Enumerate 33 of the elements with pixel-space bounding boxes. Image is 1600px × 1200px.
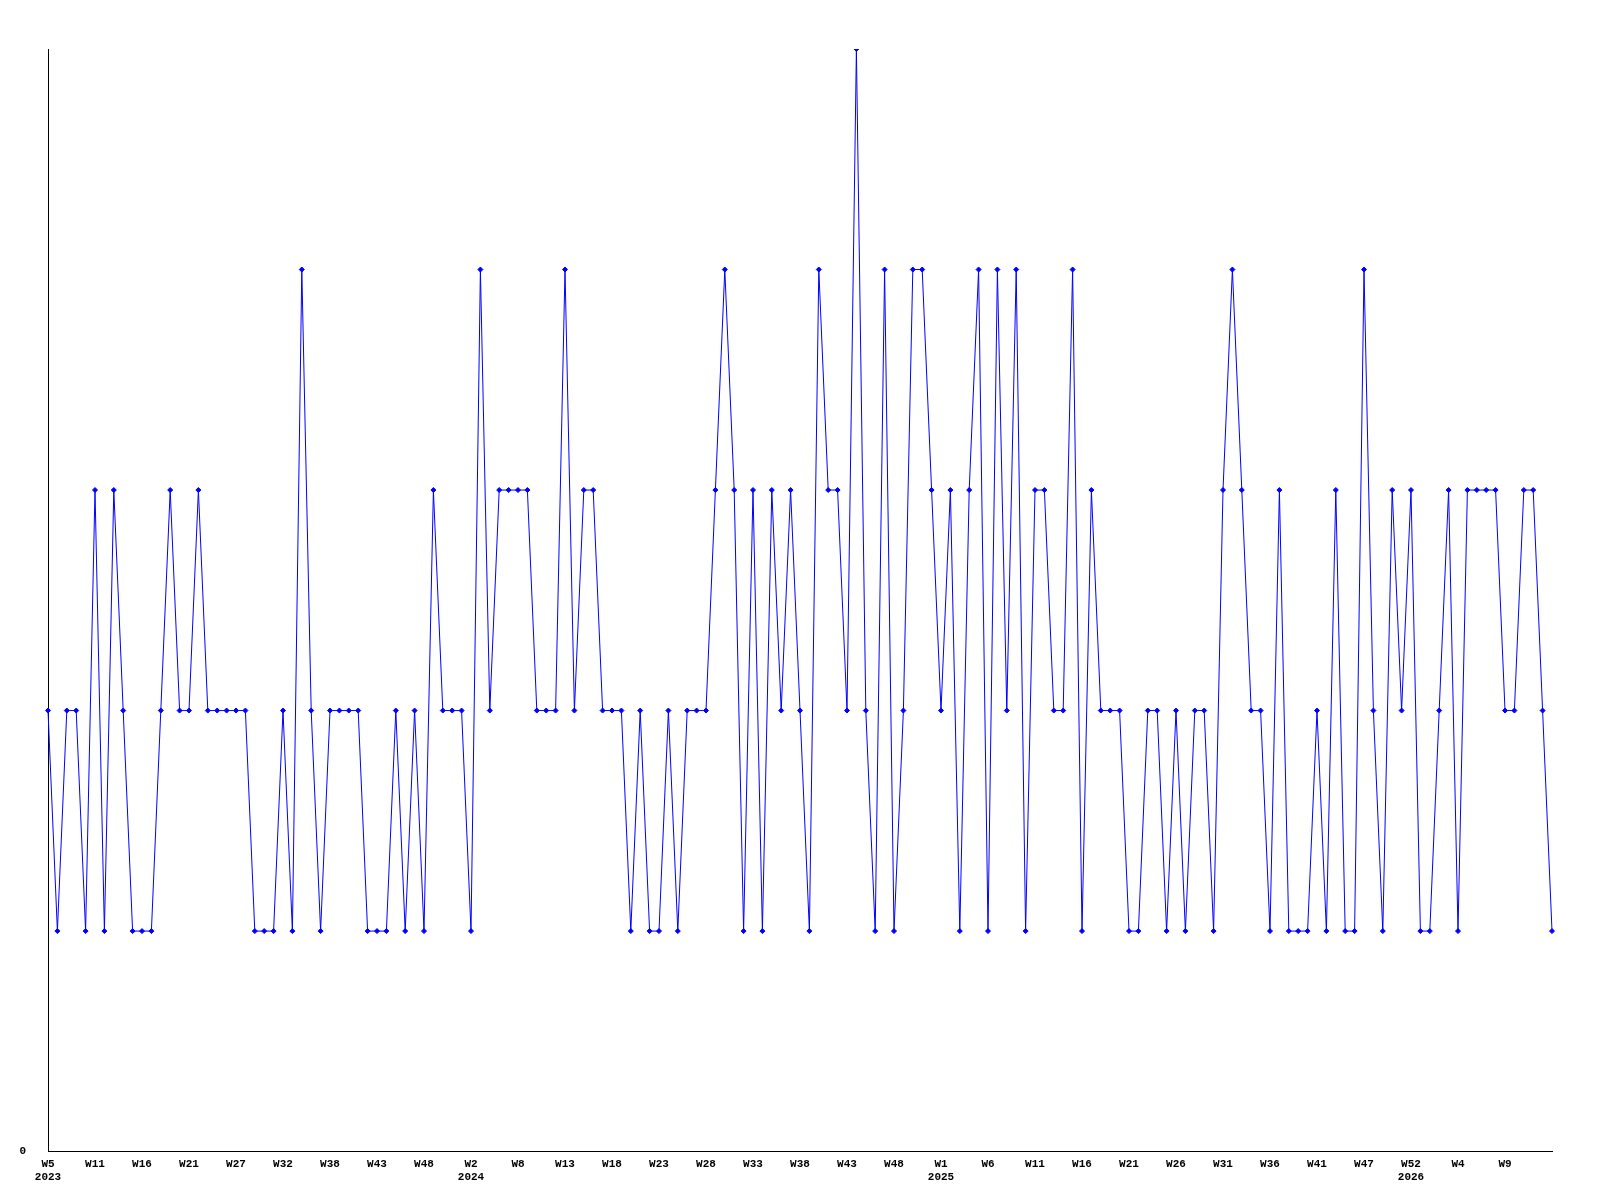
x-tick-label: W1 2025 [927,1157,955,1184]
x-tick-label: W11 [85,1157,106,1170]
x-tick-label: W11 [1025,1157,1046,1170]
text: 0 [19,1145,26,1158]
x-tick-label: W48 [414,1157,435,1170]
x-tick-label: W26 [1166,1157,1186,1170]
x-tick-label: W33 [743,1157,764,1170]
x-tick-label: W36 [1260,1157,1280,1170]
x-tick-label: W52 2026 [1397,1157,1425,1184]
x-tick-label: W6 [981,1157,995,1170]
x-tick-label: W47 [1354,1157,1374,1170]
x-tick-label: W2 2024 [457,1157,485,1184]
x-tick-label: W18 [602,1157,623,1170]
x-tick-label: W31 [1213,1157,1234,1170]
x-tick-label: W32 [273,1157,293,1170]
x-tick-label: W38 [790,1157,811,1170]
x-tick-label: W16 [1072,1157,1092,1170]
x-tick-label: W13 [555,1157,576,1170]
x-tick-label: W41 [1307,1157,1328,1170]
x-tick-label: W21 [179,1157,200,1170]
x-tick-label: W5 2023 [34,1157,62,1184]
x-tick-label: W43 [367,1157,388,1170]
x-tick-label: W48 [884,1157,905,1170]
x-tick-label: W28 [696,1157,717,1170]
x-tick-label: W16 [132,1157,152,1170]
x-tick-label: W23 [649,1157,670,1170]
x-tick-label: W38 [320,1157,341,1170]
x-tick-label: W27 [226,1157,246,1170]
x-tick-label: W9 [1498,1157,1512,1170]
x-tick-label: W43 [837,1157,858,1170]
x-tick-label: W4 [1451,1157,1465,1170]
x-tick-label: W21 [1119,1157,1140,1170]
x-tick-label: W8 [511,1157,525,1170]
